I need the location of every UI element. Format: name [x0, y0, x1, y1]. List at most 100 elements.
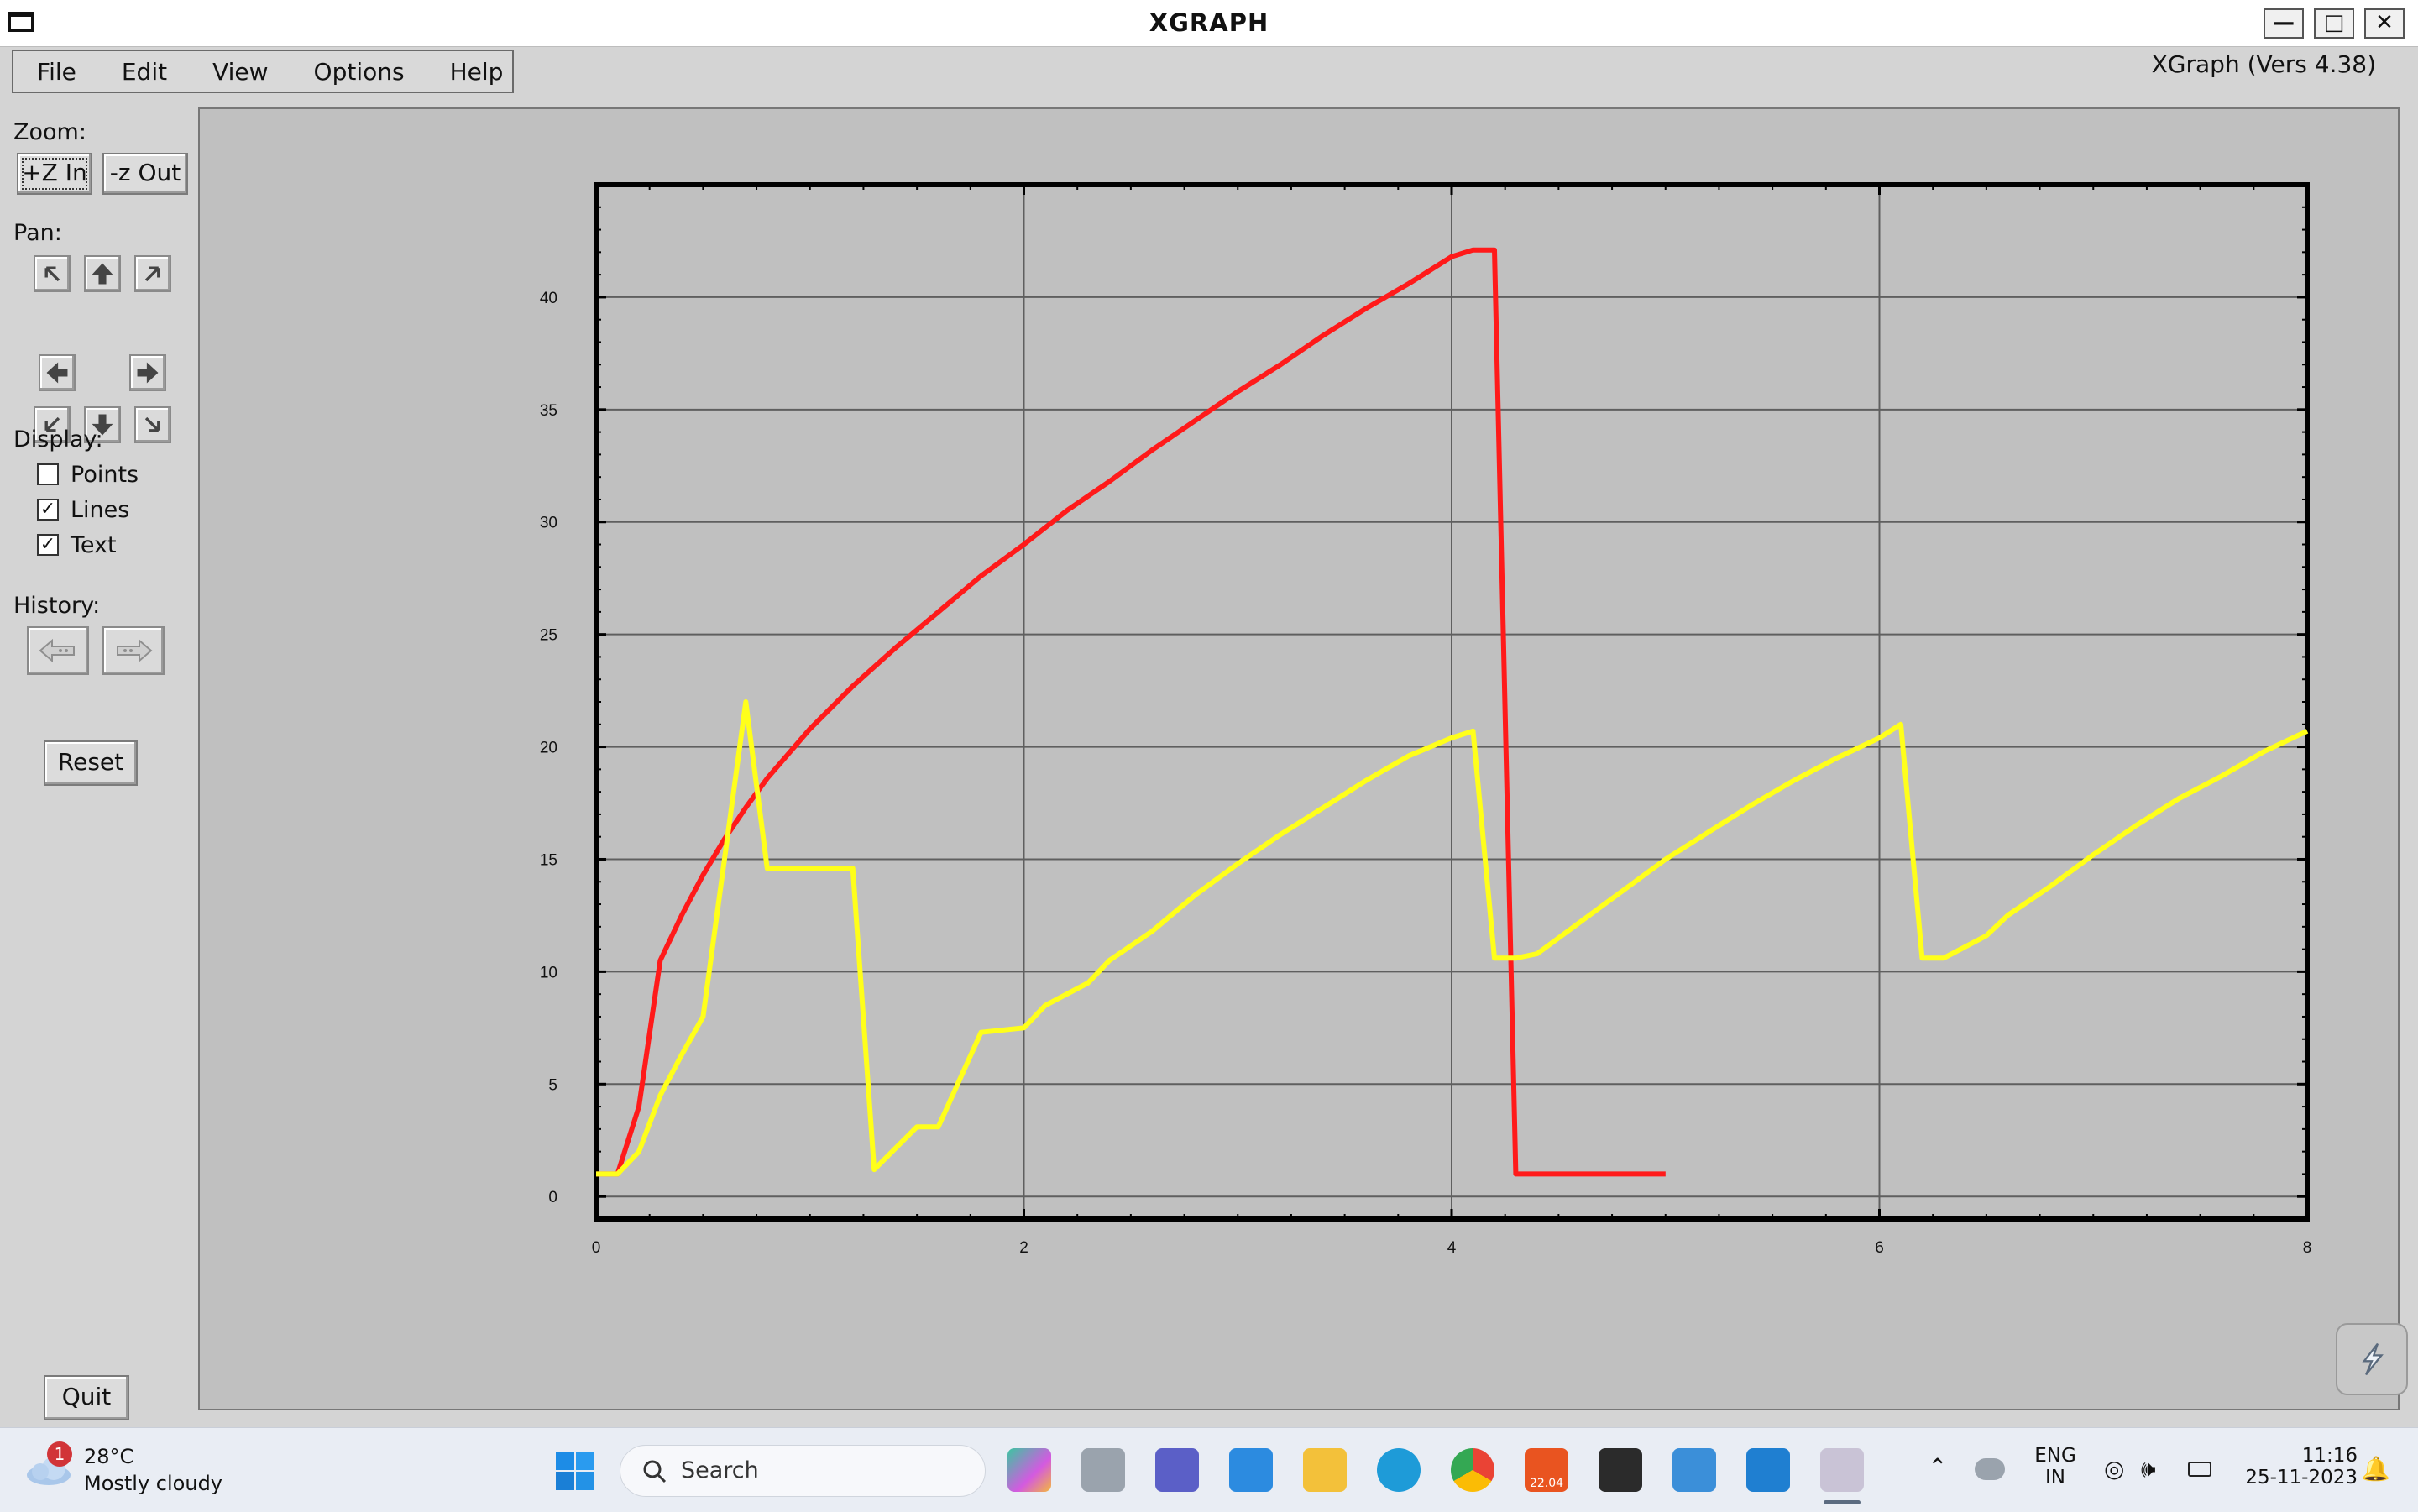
y-tick-label: 25: [540, 627, 557, 645]
language-indicator[interactable]: ENG IN: [2030, 1445, 2080, 1488]
menu-help[interactable]: Help: [449, 57, 504, 86]
pan-down-right-button[interactable]: [134, 406, 171, 443]
y-tick-label: 10: [540, 964, 557, 981]
arrow-up-left-icon: [44, 266, 60, 282]
history-back-icon: [39, 638, 75, 663]
arrow-down-icon: [92, 414, 113, 436]
close-icon: ✕: [2375, 10, 2394, 35]
history-forward-icon: [117, 638, 153, 663]
weather-widget[interactable]: 1: [22, 1441, 74, 1487]
lines-label: Lines: [71, 497, 130, 523]
y-tick-label: 20: [540, 740, 557, 757]
x-tick-label: 2: [1019, 1239, 1028, 1257]
chrome-icon[interactable]: [1451, 1448, 1494, 1492]
arrow-down-right-icon: [144, 416, 160, 432]
history-back-button[interactable]: [27, 626, 89, 675]
ubuntu-icon[interactable]: 22.04: [1525, 1448, 1568, 1492]
search-label: Search: [681, 1457, 759, 1483]
edge-icon[interactable]: [1377, 1448, 1421, 1492]
cloud-icon: [27, 1457, 71, 1485]
menu-view[interactable]: View: [212, 57, 269, 86]
points-label: Points: [71, 462, 139, 488]
taskbar-search[interactable]: Search: [620, 1445, 986, 1497]
notepad-icon[interactable]: [1672, 1448, 1716, 1492]
weather-temperature: 28°C: [84, 1445, 134, 1468]
window-menu-icon[interactable]: [8, 12, 34, 32]
volume-icon[interactable]: 🕪: [2141, 1455, 2156, 1483]
active-app-indicator: [1824, 1500, 1861, 1504]
taskbar: 1 28°C Mostly cloudy Search 22.04 ⌃ ENG …: [0, 1427, 2418, 1512]
pan-down-left-button[interactable]: [34, 406, 71, 443]
arrow-up-icon: [92, 263, 113, 285]
x-tick-label: 4: [1447, 1239, 1457, 1257]
language-code: ENG: [2034, 1445, 2076, 1467]
arrow-left-icon: [46, 362, 68, 384]
y-tick-label: 0: [548, 1189, 557, 1206]
onedrive-icon[interactable]: [1975, 1458, 2005, 1480]
menu-edit[interactable]: Edit: [121, 57, 168, 86]
arrow-down-left-icon: [44, 416, 60, 432]
search-icon: [643, 1460, 667, 1483]
floating-action-button[interactable]: [2336, 1323, 2408, 1395]
history-label: History:: [13, 593, 101, 619]
pan-up-left-button[interactable]: [34, 255, 71, 292]
points-checkbox[interactable]: [37, 463, 59, 485]
title-bar: XGRAPH — □ ✕: [0, 0, 2418, 47]
notifications-icon[interactable]: 🔔: [2361, 1455, 2390, 1483]
text-checkbox[interactable]: ✓: [37, 534, 59, 556]
ubuntu-version: 22.04: [1529, 1477, 1564, 1490]
pan-label: Pan:: [13, 220, 62, 246]
start-button[interactable]: [554, 1450, 596, 1492]
series-line-2: [596, 699, 2309, 1177]
pan-left-button[interactable]: [39, 354, 76, 391]
x-tick-label: 6: [1875, 1239, 1884, 1257]
plot-frame: [594, 182, 2310, 1222]
arrow-right-icon: [137, 362, 159, 384]
menu-file[interactable]: File: [37, 57, 76, 86]
task-view-icon[interactable]: [1081, 1448, 1125, 1492]
plot-panel[interactable]: 0 5 10 15 20 25 30 35 40 0 2 4 6 8: [198, 107, 2400, 1410]
x-tick-label: 0: [592, 1239, 601, 1257]
version-label: XGraph (Vers 4.38): [2151, 50, 2376, 78]
clock-time: 11:16: [2301, 1445, 2358, 1467]
menu-options[interactable]: Options: [313, 57, 405, 86]
battery-icon[interactable]: [2188, 1462, 2211, 1477]
show-hidden-icons[interactable]: ⌃: [1928, 1453, 1948, 1481]
lines-checkbox[interactable]: ✓: [37, 499, 59, 521]
reset-button[interactable]: Reset: [44, 740, 138, 786]
clock[interactable]: 11:16 25-11-2023: [2240, 1445, 2358, 1488]
file-explorer-icon[interactable]: [1303, 1448, 1347, 1492]
zoom-in-button[interactable]: +Z In: [17, 153, 92, 195]
store-icon[interactable]: [1229, 1448, 1273, 1492]
series-line-1: [596, 247, 1666, 1177]
quit-button[interactable]: Quit: [44, 1375, 129, 1420]
pan-up-right-button[interactable]: [134, 255, 171, 292]
history-forward-button[interactable]: [102, 626, 165, 675]
zoom-label: Zoom:: [13, 119, 86, 145]
pan-right-button[interactable]: [129, 354, 166, 391]
network-icon[interactable]: ◎: [2104, 1455, 2125, 1483]
text-label: Text: [71, 532, 117, 558]
window-title: XGRAPH: [1149, 8, 1269, 37]
xgraph-icon[interactable]: [1820, 1448, 1864, 1492]
close-button[interactable]: ✕: [2364, 8, 2405, 39]
line-chart[interactable]: 0 5 10 15 20 25 30 35 40 0 2 4 6 8: [200, 109, 2398, 1409]
region-code: IN: [2045, 1467, 2065, 1488]
weather-badge: 1: [47, 1441, 72, 1467]
zoom-out-button[interactable]: -z Out: [102, 153, 188, 195]
minimize-button[interactable]: —: [2264, 8, 2304, 39]
y-tick-label: 5: [548, 1076, 557, 1094]
vscode-icon[interactable]: [1746, 1448, 1790, 1492]
display-label: Display:: [13, 426, 103, 453]
y-tick-label: 40: [540, 290, 557, 307]
teams-icon[interactable]: [1155, 1448, 1199, 1492]
copilot-icon[interactable]: [1008, 1448, 1051, 1492]
pan-up-button[interactable]: [84, 255, 121, 292]
terminal-icon[interactable]: [1599, 1448, 1642, 1492]
maximize-icon: □: [2323, 10, 2345, 35]
weather-description: Mostly cloudy: [84, 1472, 222, 1495]
pan-down-button[interactable]: [84, 406, 121, 443]
clock-date: 25-11-2023: [2245, 1467, 2358, 1488]
lightning-icon: [2362, 1342, 2384, 1376]
maximize-button[interactable]: □: [2314, 8, 2354, 39]
